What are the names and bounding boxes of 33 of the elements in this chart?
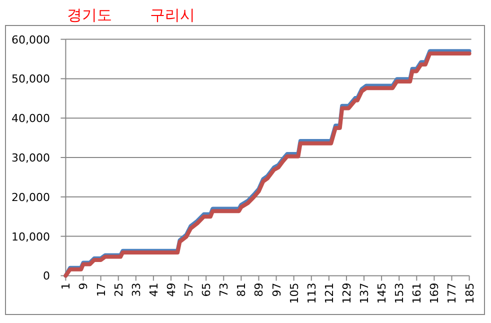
x-tick-label: 169 xyxy=(428,282,442,304)
x-tick-label: 41 xyxy=(147,282,160,297)
x-tick-label: 9 xyxy=(77,282,90,290)
x-tick-label: 97 xyxy=(270,282,284,297)
x-tick-label: 129 xyxy=(340,282,354,304)
x-tick-label: 25 xyxy=(112,282,126,297)
subtitle: 구리시 xyxy=(150,6,195,24)
x-tick-label: 177 xyxy=(446,282,459,304)
x-tick-label: 81 xyxy=(235,282,248,297)
y-tick-label: 50,000 xyxy=(12,72,50,86)
x-tick-label: 33 xyxy=(130,282,143,297)
x-tick-label: 57 xyxy=(182,282,196,297)
y-tick-label: 60,000 xyxy=(12,33,50,46)
x-tick-label: 185 xyxy=(463,282,476,304)
x-tick-label: 121 xyxy=(322,282,336,304)
x-tick-label: 153 xyxy=(393,282,406,304)
x-tick-label: 105 xyxy=(288,282,301,304)
x-tick-label: 113 xyxy=(305,282,318,304)
y-tick-label: 20,000 xyxy=(12,190,50,204)
y-tick-label: 40,000 xyxy=(12,112,50,126)
y-tick-label: 10,000 xyxy=(12,230,50,244)
x-tick-label: 145 xyxy=(376,282,389,304)
y-tick-label: 0 xyxy=(43,270,50,283)
title: 경기도 xyxy=(67,6,112,24)
x-tick-label: 161 xyxy=(410,282,424,304)
x-tick-label: 49 xyxy=(164,282,178,297)
x-tick-label: 73 xyxy=(218,282,231,297)
x-tick-label: 89 xyxy=(252,282,266,297)
x-tick-label: 137 xyxy=(358,282,372,304)
x-tick-label: 17 xyxy=(94,282,108,297)
x-tick-label: 1 xyxy=(60,282,73,290)
y-tick-label: 30,000 xyxy=(12,152,50,164)
x-tick-label: 65 xyxy=(200,282,214,297)
